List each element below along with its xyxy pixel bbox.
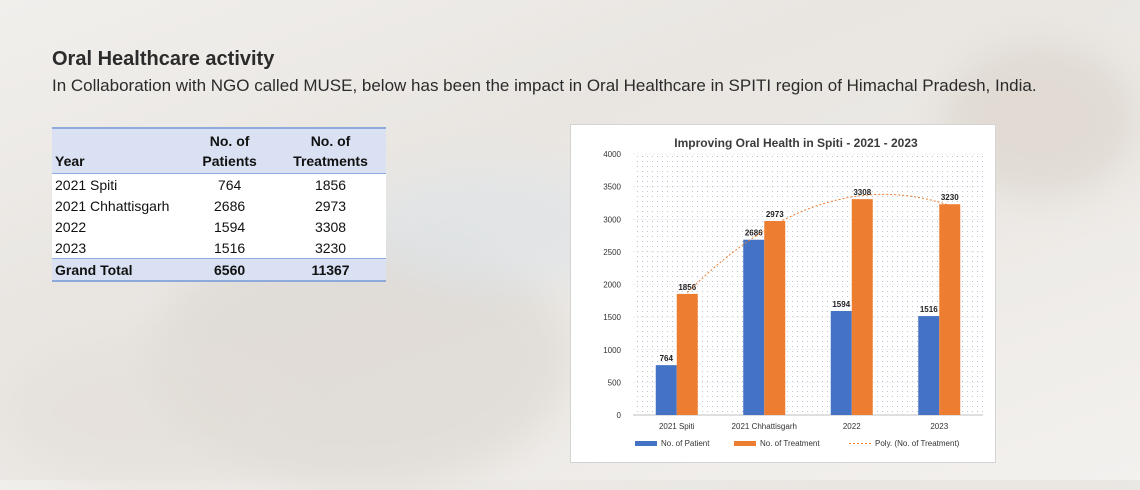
table-cell-treatments: 3308: [314, 218, 347, 235]
x-tick-label: 2021 Chhattisgarh: [732, 422, 797, 431]
data-label: 2973: [766, 210, 784, 219]
data-label: 764: [660, 354, 674, 363]
page-subtitle: In Collaboration with NGO called MUSE, b…: [52, 76, 1037, 95]
bar-chart: Improving Oral Health in Spiti - 2021 - …: [603, 136, 983, 448]
bar-treatments: [676, 293, 698, 415]
table-header-treatments: No. of Treatments: [275, 127, 386, 174]
table-total-patients: 6560: [184, 258, 276, 282]
table-cell-treatments: 3230: [314, 239, 347, 256]
y-tick-label: 2000: [603, 281, 621, 290]
y-tick-label: 4000: [603, 150, 621, 159]
table-row: 2023 1516 3230: [52, 237, 386, 259]
y-tick-label: 1000: [603, 346, 621, 355]
y-tick-label: 0: [617, 411, 622, 420]
x-tick-label: 2022: [843, 422, 861, 431]
table-total-row: Grand Total 6560 11367: [52, 258, 386, 282]
oral-health-table: Year No. of Patients No. of Treatments 202…: [52, 127, 386, 282]
bar-patients: [918, 316, 940, 415]
bar-patients: [830, 310, 852, 415]
table-header-patients: No. of Patients: [184, 127, 276, 174]
table-cell-year: 2021 Spiti: [55, 176, 118, 193]
page-title: Oral Healthcare activity: [52, 48, 275, 70]
y-tick-label: 500: [608, 378, 622, 387]
data-label: 2686: [745, 229, 763, 238]
y-tick-label: 3000: [603, 215, 621, 224]
data-label: 1594: [832, 300, 850, 309]
table-cell-patients: 2686: [214, 197, 246, 214]
bar-patients: [743, 239, 765, 415]
legend-trendline-label: Poly. (No. of Treatment): [875, 439, 960, 448]
table-row: 2021 Chhattisgarh 2686 2973: [52, 195, 386, 216]
legend-patients-label: No. of Patient: [661, 439, 710, 448]
legend-treatments-swatch: [734, 441, 756, 446]
table-row: 2022 1594 3308: [52, 216, 386, 237]
table-cell-year: 2022: [55, 218, 87, 235]
table-header-row: Year No. of Patients No. of Treatments: [52, 127, 386, 174]
x-tick-label: 2021 Spiti: [659, 422, 695, 431]
y-tick-label: 1500: [603, 313, 621, 322]
y-tick-label: 3500: [603, 183, 621, 192]
data-label: 3308: [853, 188, 871, 197]
table-cell-year: 2023: [55, 239, 87, 256]
table-total-treatments: 11367: [275, 258, 386, 282]
table-cell-year: 2021 Chhattisgarh: [55, 197, 170, 214]
table-cell-patients: 1594: [214, 218, 246, 235]
legend-treatments-label: No. of Treatment: [760, 439, 820, 448]
table-row: 2021 Spiti 764 1856: [52, 174, 386, 196]
data-label: 3230: [941, 193, 959, 202]
data-label: 1516: [920, 305, 938, 314]
bar-treatments: [851, 199, 873, 415]
background-photo-shape: [0, 330, 300, 490]
bar-patients: [655, 365, 677, 415]
table-cell-treatments: 2973: [314, 197, 347, 214]
legend-patients-swatch: [635, 441, 657, 446]
chart-container: Improving Oral Health in Spiti - 2021 - …: [570, 124, 996, 463]
bar-treatments: [764, 221, 786, 415]
table-header-year: Year: [52, 127, 185, 174]
table-cell-patients: 1516: [214, 239, 246, 256]
x-tick-label: 2023: [930, 422, 948, 431]
table-cell-treatments: 1856: [314, 176, 347, 193]
bar-treatments: [939, 204, 961, 415]
data-label: 1856: [678, 283, 696, 292]
table-cell-patients: 764: [217, 176, 242, 193]
chart-title: Improving Oral Health in Spiti - 2021 - …: [674, 136, 918, 150]
y-tick-label: 2500: [603, 248, 621, 257]
table-total-label: Grand Total: [52, 258, 185, 282]
